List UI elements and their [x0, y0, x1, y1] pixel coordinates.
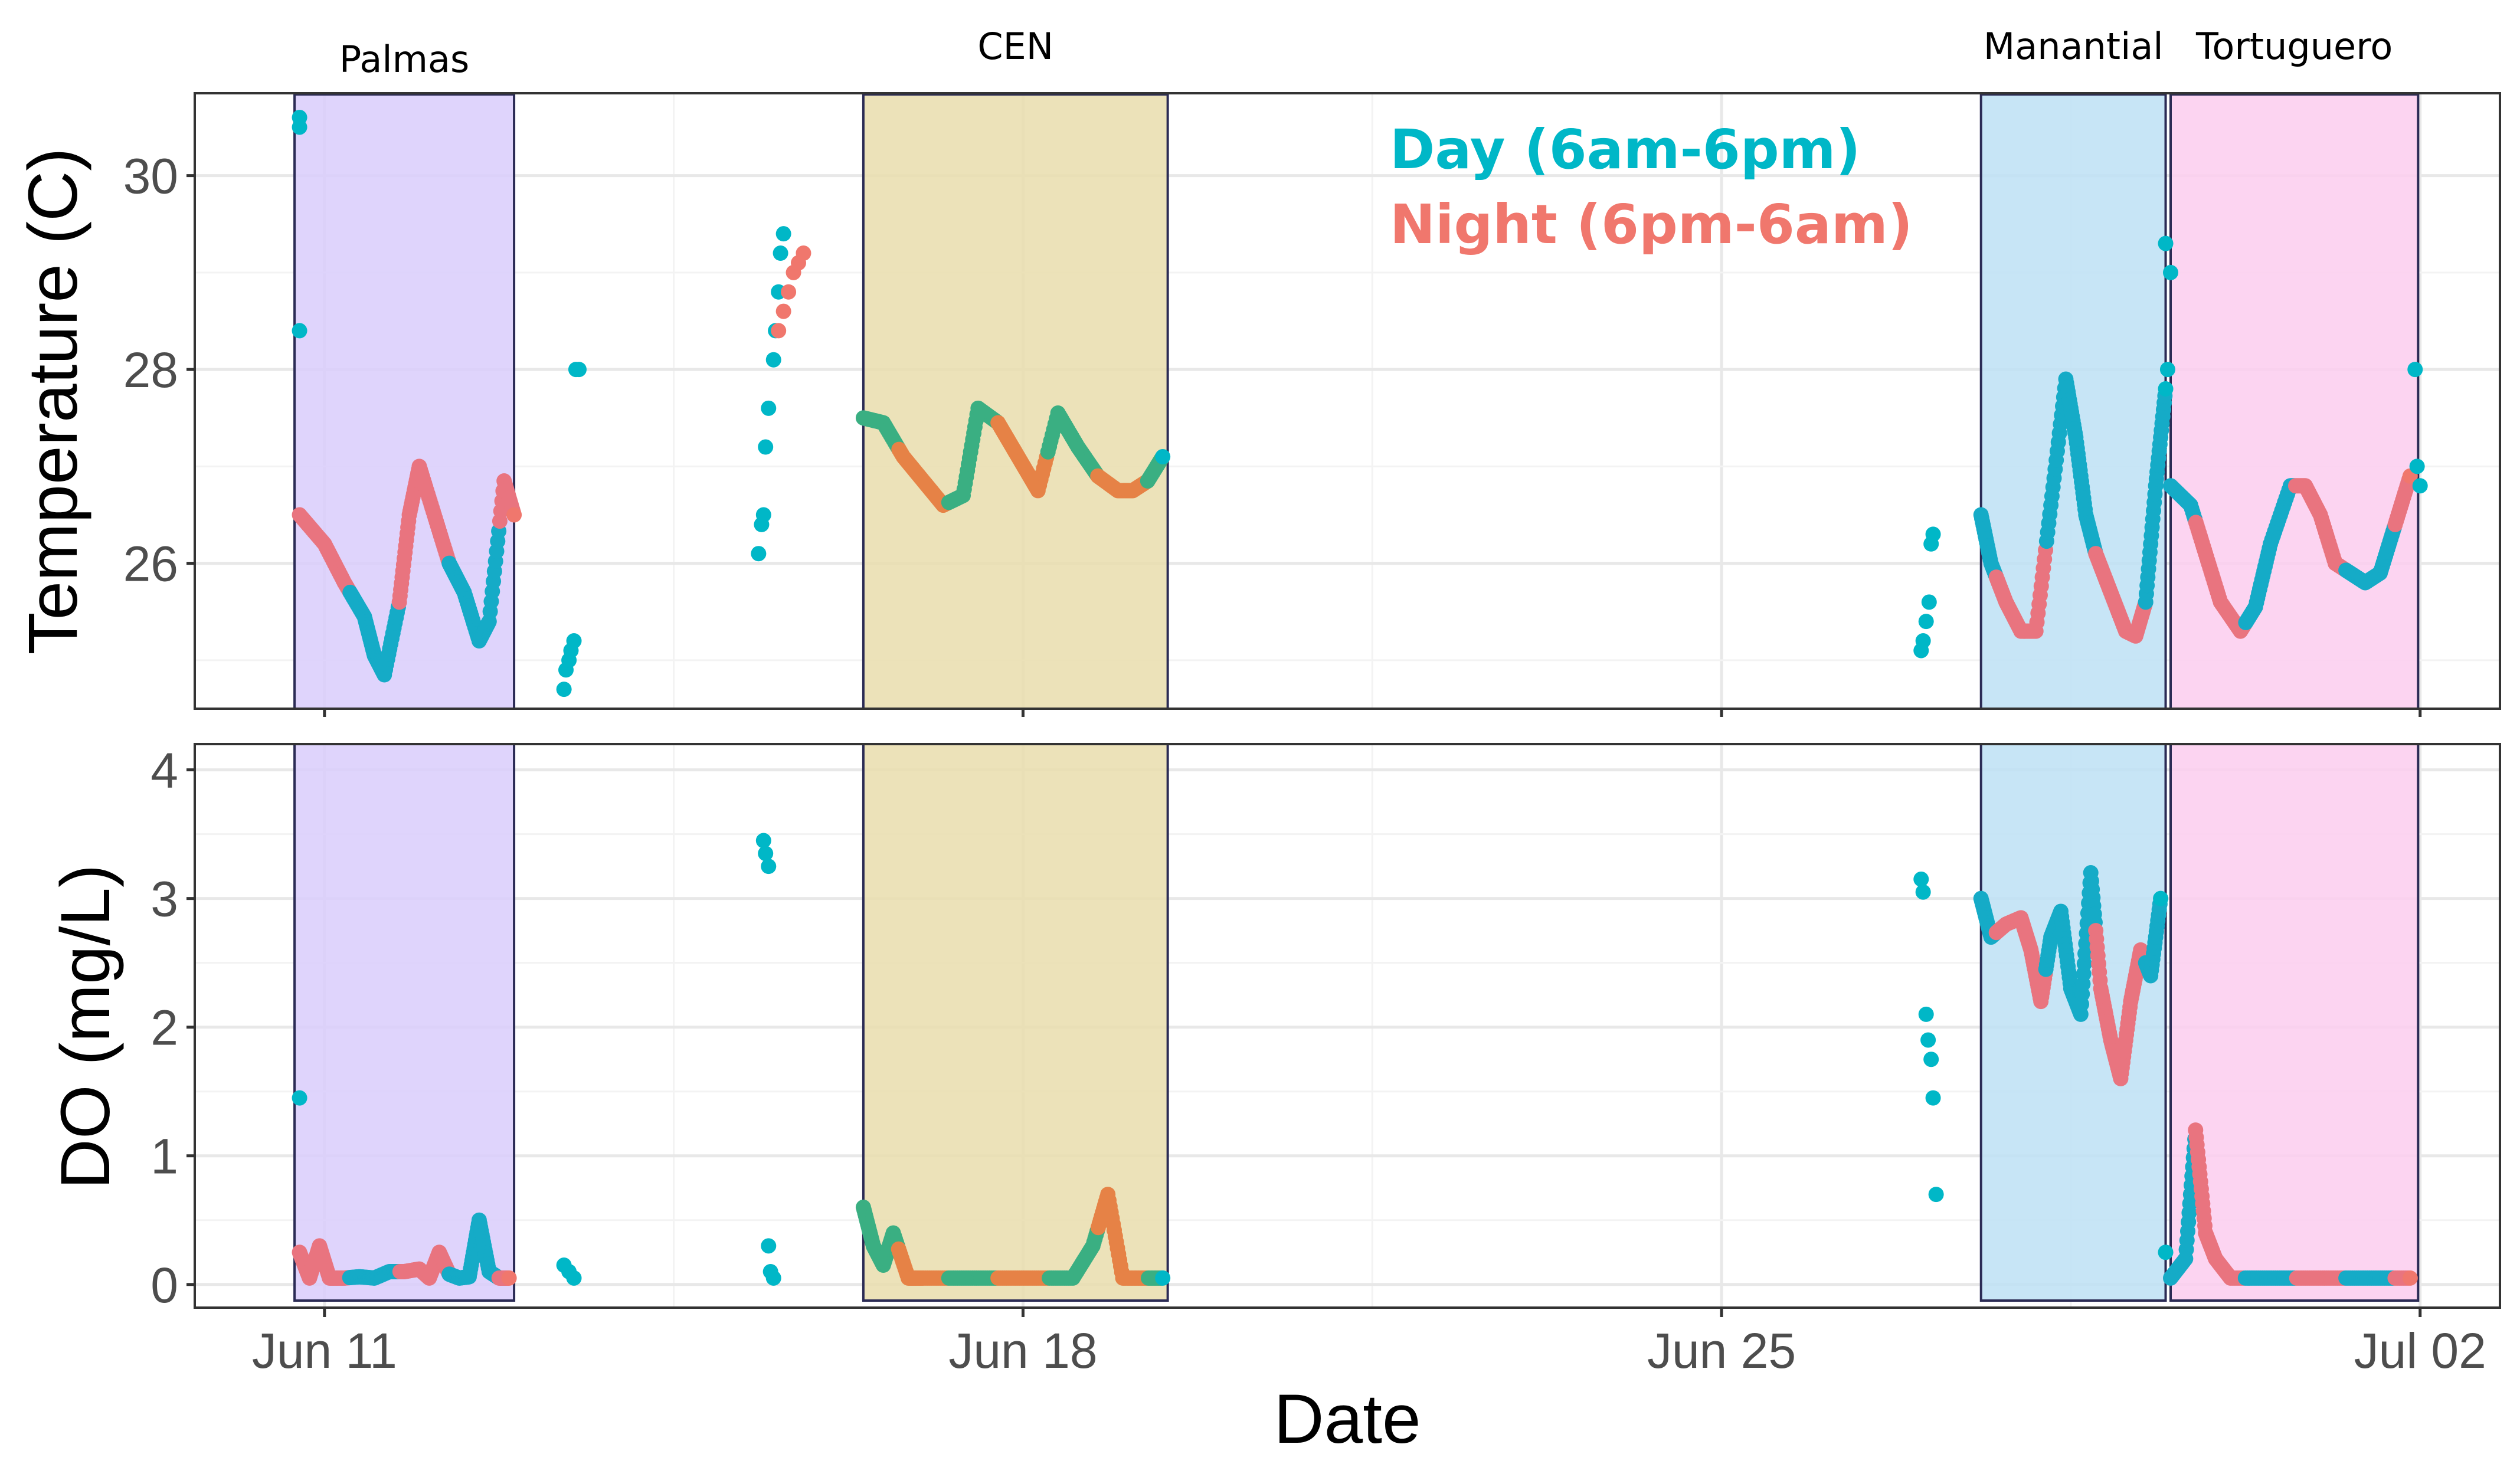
temperature-points [292, 110, 2428, 697]
site-label-palmas: Palmas [339, 38, 470, 81]
data-point [2407, 362, 2423, 378]
data-point [2158, 381, 2174, 397]
data-point [1915, 884, 1931, 900]
data-point [758, 439, 774, 455]
data-point [571, 362, 587, 378]
site-label-cen: CEN [977, 25, 1053, 68]
data-point [773, 245, 788, 261]
data-point [1155, 1270, 1171, 1286]
x-tick-label: Jun 25 [1647, 1323, 1796, 1378]
data-point [2409, 459, 2425, 474]
data-point [1925, 526, 1941, 542]
site-labels: Palmas CEN Manantial Tortuguero [339, 25, 2393, 81]
data-point [765, 1270, 781, 1286]
temperature-y-ticks: 26 28 30 [123, 149, 195, 592]
data-point [1918, 614, 1934, 630]
data-point [781, 284, 797, 300]
data-point [2412, 478, 2428, 494]
do-site-bands [293, 743, 2420, 1302]
temperature-panel: 26 28 30 [123, 92, 2501, 710]
data-point [292, 1090, 307, 1106]
data-point [758, 846, 774, 862]
x-tick-label: Jun 18 [948, 1323, 1097, 1378]
data-point [1155, 448, 1171, 464]
x-axis-ticks: Jun 11 Jun 18 Jun 25 Jul 02 [252, 709, 2486, 1378]
data-point [556, 682, 572, 697]
data-point [566, 1270, 582, 1286]
y-tick-label: 4 [150, 743, 178, 798]
data-point [1918, 1006, 1934, 1022]
y-tick-label: 30 [123, 149, 178, 204]
site-label-tortuguero: Tortuguero [2195, 25, 2393, 68]
x-tick-label: Jul 02 [2354, 1323, 2486, 1378]
legend-night-label: Night (6pm-6am) [1390, 193, 1913, 256]
data-point [566, 633, 582, 649]
site-band-cen [862, 93, 1169, 710]
data-point [1928, 1187, 1944, 1203]
data-point [292, 119, 307, 135]
data-point [1925, 1090, 1941, 1106]
site-band-palmas [293, 743, 516, 1302]
y-tick-label: 2 [150, 1000, 178, 1056]
y-tick-label: 3 [150, 872, 178, 927]
data-point [1920, 1032, 1936, 1048]
site-band-palmas [293, 93, 516, 710]
x-tick-label: Jun 11 [252, 1323, 397, 1378]
data-point [761, 400, 777, 416]
data-point [2159, 362, 2175, 378]
site-band-cen [862, 743, 1169, 1302]
site-band-tortuguero [2169, 93, 2420, 710]
data-point [771, 323, 787, 339]
data-point [1921, 594, 1937, 610]
y-tick-label: 1 [150, 1129, 178, 1184]
x-axis-title: Date [1274, 1380, 1421, 1458]
temperature-axis-title: Temperature (C) [14, 148, 92, 654]
data-point [2158, 235, 2174, 251]
data-point [506, 507, 522, 523]
data-point [761, 1238, 777, 1254]
site-label-manantial: Manantial [1984, 25, 2164, 68]
y-tick-label: 28 [123, 342, 178, 398]
data-point [755, 507, 771, 523]
data-point [775, 303, 791, 319]
do-y-ticks: 0 1 2 3 4 [150, 743, 195, 1313]
y-tick-label: 26 [123, 536, 178, 592]
data-point [765, 352, 781, 368]
data-point [751, 546, 767, 562]
data-point [755, 833, 771, 849]
data-point [2158, 1245, 2174, 1260]
temperature-panel-border [194, 92, 2501, 710]
data-point [2163, 264, 2178, 280]
data-point [501, 1270, 517, 1286]
site-band-manantial [1979, 743, 2167, 1302]
do-axis-title: DO (mg/L) [47, 864, 125, 1190]
data-point [1913, 871, 1929, 887]
data-point [2153, 890, 2169, 906]
data-point [1915, 633, 1931, 649]
y-tick-label: 0 [150, 1257, 178, 1313]
data-point [796, 245, 811, 261]
do-points [292, 833, 2418, 1286]
data-point [761, 859, 777, 875]
site-band-tortuguero [2169, 743, 2420, 1302]
data-point [775, 226, 791, 242]
data-point [292, 323, 307, 339]
legend: Day (6am-6pm) Night (6pm-6am) [1390, 118, 1913, 256]
data-point [2402, 1270, 2418, 1286]
data-point [1923, 1052, 1939, 1067]
do-panel: 0 1 2 3 4 [150, 743, 2501, 1313]
legend-day-label: Day (6am-6pm) [1390, 118, 1861, 181]
